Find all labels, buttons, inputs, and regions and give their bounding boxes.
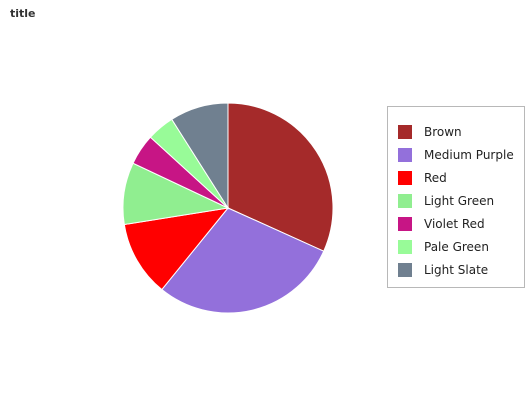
chart-title: title [10, 7, 36, 20]
legend-swatch [398, 171, 412, 185]
pie-slice-brown [227, 102, 334, 252]
legend-label: Brown [424, 125, 462, 139]
legend-label: Red [424, 171, 447, 185]
legend-label: Medium Purple [424, 148, 514, 162]
pie-slice-medium-purple [161, 207, 325, 314]
legend-label: Light Slate [424, 263, 489, 277]
legend-swatch [398, 148, 412, 162]
legend-swatch [398, 194, 412, 208]
legend-swatch [398, 240, 412, 254]
legend-label: Pale Green [424, 240, 489, 254]
legend-label: Light Green [424, 194, 495, 208]
legend-swatch [398, 125, 412, 139]
legend: Brown Medium Purple Red Light Green Violet R… [387, 106, 525, 288]
legend-swatch [398, 263, 412, 277]
legend-label: Violet Red [424, 217, 485, 231]
pie-slice-red [123, 207, 230, 291]
pie-slice-light-slate [171, 102, 229, 210]
legend-swatch [398, 217, 412, 231]
